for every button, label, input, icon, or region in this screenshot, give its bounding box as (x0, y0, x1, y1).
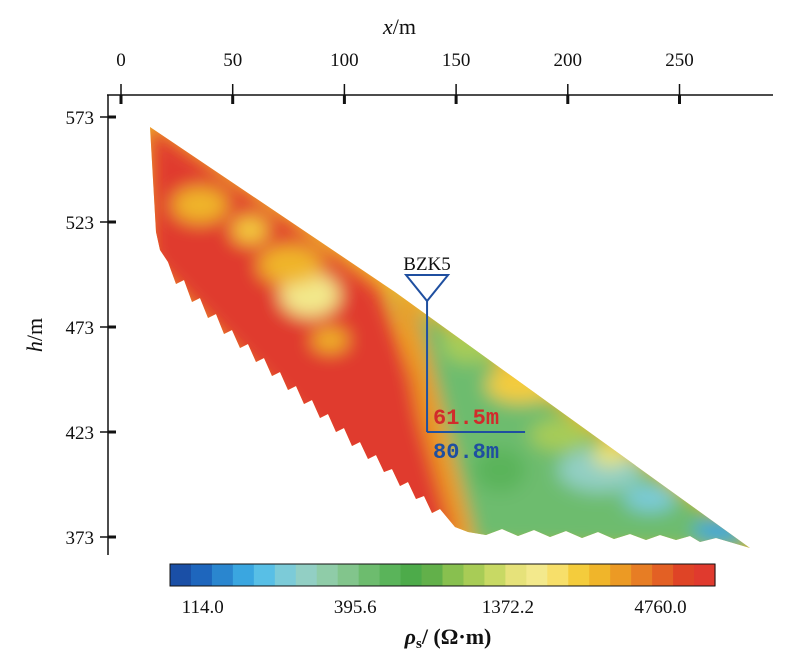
colorbar-swatch (400, 564, 423, 586)
colorbar-tick-label: 4760.0 (634, 597, 686, 618)
colorbar-swatch (526, 564, 548, 586)
colorbar-frame (169, 563, 716, 587)
x-axis-var: x (382, 14, 393, 39)
colorbar-swatch (568, 564, 590, 586)
borehole-bzk5: BZK5 61.5m 80.8m (403, 254, 526, 465)
x-tick-label: 150 (442, 50, 471, 71)
colorbar-swatch (610, 564, 632, 586)
colorbar-title: ρs/ (Ω·m) (404, 624, 492, 652)
colorbar-tick-label: 395.6 (334, 597, 377, 618)
colorbar-swatch (274, 564, 297, 586)
colorbar-swatch (421, 564, 444, 586)
colorbar-swatch (694, 564, 716, 586)
colorbar-tick-label: 114.0 (182, 597, 224, 618)
x-tick-label: 50 (223, 50, 242, 71)
colorbar-swatch (253, 564, 276, 586)
colorbar-swatch (337, 564, 360, 586)
y-axis-title: h/m (22, 318, 47, 352)
borehole-depth-upper: 61.5m (433, 406, 499, 431)
borehole-marker-icon (403, 274, 451, 303)
colorbar-swatch (295, 564, 318, 586)
x-axis-unit: /m (393, 14, 416, 39)
colorbar-swatch (673, 564, 695, 586)
colorbar-tick-labels: 114.0 395.6 1372.2 4760.0 (182, 597, 687, 618)
y-tick-label: 373 (66, 528, 95, 549)
borehole-depth-lower: 80.8m (433, 440, 499, 465)
colorbar-swatch (316, 564, 339, 586)
colorbar-tick-label: 1372.2 (482, 597, 534, 618)
x-axis-ticks: 0 50 100 150 200 250 (116, 50, 694, 104)
y-tick-label: 573 (66, 108, 95, 129)
colorbar-swatch (211, 564, 234, 586)
colorbar-swatch (442, 564, 465, 586)
borehole-label: BZK5 (403, 254, 451, 275)
x-tick-label: 200 (554, 50, 583, 71)
x-axis-title: x/m (382, 14, 416, 39)
x-tick-label: 100 (330, 50, 359, 71)
y-axis-var: h (22, 341, 47, 352)
colorbar-swatch (379, 564, 402, 586)
colorbar-swatch (505, 564, 527, 586)
resistivity-section (150, 127, 750, 548)
y-axis-ticks: 573 523 473 423 373 (66, 108, 116, 549)
colorbar-unit: / (Ω·m) (421, 624, 492, 649)
colorbar-swatch (190, 564, 213, 586)
y-axis-unit: /m (22, 318, 47, 341)
colorbar-swatch (652, 564, 674, 586)
colorbar-swatch (463, 564, 486, 586)
axes (107, 94, 773, 555)
colorbar-swatch (547, 564, 569, 586)
y-tick-label: 523 (66, 213, 95, 234)
colorbar-symbol: ρ (404, 624, 416, 649)
colorbar-swatch (589, 564, 611, 586)
colorbar (170, 564, 716, 586)
x-tick-label: 250 (665, 50, 694, 71)
colorbar-swatch (631, 564, 653, 586)
colorbar-swatch (232, 564, 255, 586)
y-tick-label: 423 (66, 423, 95, 444)
colorbar-swatch (358, 564, 381, 586)
colorbar-subscript: s (416, 636, 422, 652)
x-tick-label: 0 (116, 50, 126, 71)
colorbar-swatch (170, 564, 192, 586)
colorbar-swatch (484, 564, 506, 586)
y-tick-label: 473 (66, 318, 95, 339)
